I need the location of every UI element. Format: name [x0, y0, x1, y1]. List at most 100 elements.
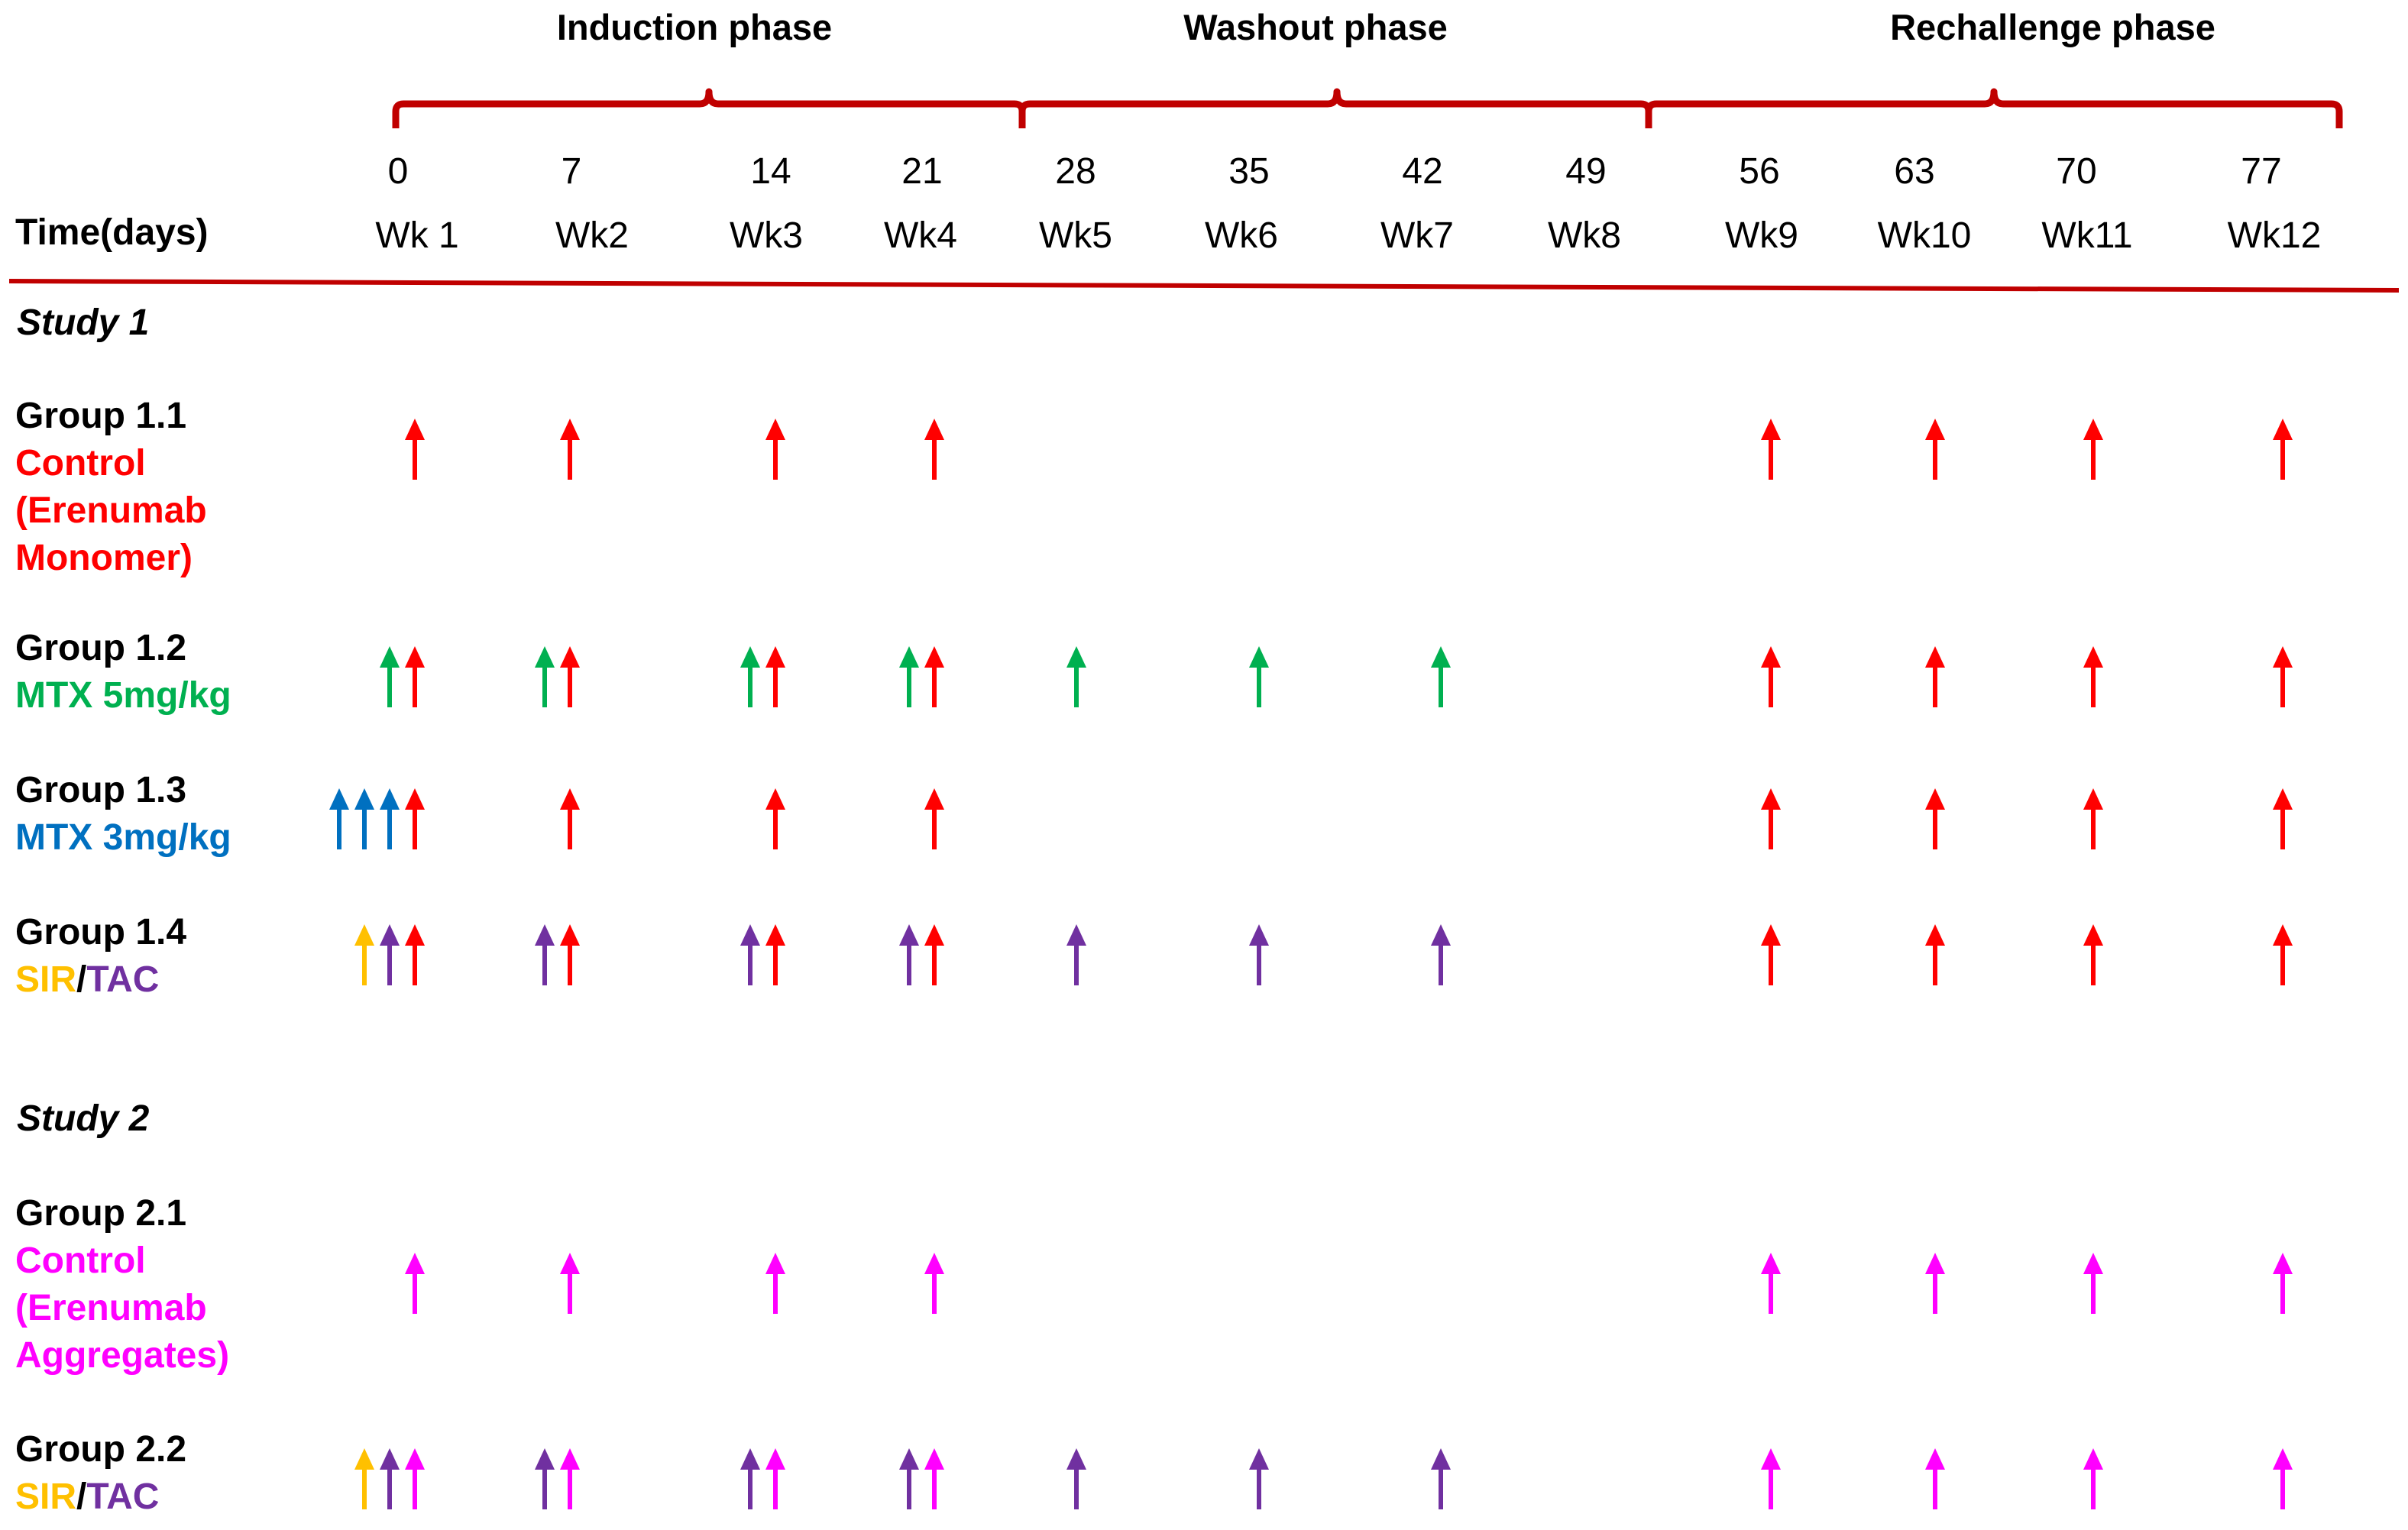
group-subtitle-part: (Erenumab — [15, 490, 207, 531]
dose-arrow — [560, 419, 580, 480]
group-subtitle: Aggregates) — [15, 1335, 229, 1376]
group-title: Group 2.1 — [15, 1193, 186, 1234]
dose-arrow — [405, 1448, 425, 1509]
week-tick-label: Wk11 — [2041, 215, 2132, 256]
dose-arrow — [405, 646, 425, 707]
dose-arrow — [765, 646, 785, 707]
group-subtitle-part: Control — [15, 443, 146, 484]
day-tick-label: 42 — [1402, 151, 1442, 192]
study-rows: Study 1 Group 1.1 Control (Erenumab Monomer)… — [15, 302, 2293, 1517]
day-tick-label: 70 — [2056, 151, 2096, 192]
dose-arrow — [1066, 646, 1086, 707]
group-subtitle-part: MTX 3mg/kg — [15, 817, 231, 858]
group-subtitle: Control — [15, 443, 146, 484]
group-title: Group 2.2 — [15, 1429, 186, 1470]
dose-arrow — [560, 1253, 580, 1314]
group-row: Group 2.2 SIR/TAC — [15, 1429, 2293, 1517]
dose-arrow — [2083, 924, 2103, 985]
dose-arrow — [380, 924, 400, 985]
week-tick-label: Wk7 — [1380, 215, 1454, 256]
study-label: Study 2 — [17, 1098, 150, 1139]
dose-arrow — [1761, 1253, 1781, 1314]
dose-arrow — [1925, 646, 1945, 707]
dose-arrow — [924, 646, 944, 707]
week-tick-label: Wk9 — [1725, 215, 1798, 256]
dose-arrow — [535, 1448, 555, 1509]
dose-arrow — [765, 924, 785, 985]
week-tick-label: Wk3 — [730, 215, 803, 256]
dose-arrow — [405, 924, 425, 985]
dose-arrow — [2273, 1448, 2293, 1509]
dose-arrow — [924, 788, 944, 849]
dose-arrow — [2273, 646, 2293, 707]
dose-arrow — [765, 1253, 785, 1314]
dose-arrow — [740, 924, 760, 985]
dose-arrow — [1431, 646, 1451, 707]
day-tick-label: 49 — [1565, 151, 1606, 192]
dose-arrow — [354, 924, 374, 985]
dose-arrow — [1925, 924, 1945, 985]
group-subtitle-part: SIR — [15, 1477, 76, 1517]
day-tick-label: 77 — [2241, 151, 2281, 192]
dose-arrow — [1925, 788, 1945, 849]
dose-arrow — [1761, 924, 1781, 985]
group-subtitle: (Erenumab — [15, 490, 207, 531]
dose-arrow — [380, 646, 400, 707]
dose-arrow — [1431, 1448, 1451, 1509]
week-tick-label: Wk 1 — [375, 215, 458, 256]
group-subtitle: (Erenumab — [15, 1288, 207, 1328]
group-subtitle-part: / — [76, 959, 86, 1000]
dose-arrow — [740, 646, 760, 707]
day-tick-label: 7 — [562, 151, 582, 192]
time-axis: 0 7 14 21 28 35 42 49 56 63 70 77 Wk 1 Wk2 Wk3 Wk4 Wk5 Wk… — [8, 151, 2400, 293]
dose-arrow — [1761, 646, 1781, 707]
week-tick-label: Wk5 — [1039, 215, 1112, 256]
dose-arrow — [1925, 1448, 1945, 1509]
group-row: Group 1.3 MTX 3mg/kg — [15, 770, 2293, 858]
dose-arrow — [1249, 646, 1269, 707]
dose-arrow — [765, 1448, 785, 1509]
dose-arrow — [1925, 419, 1945, 480]
week-tick-label: Wk10 — [1878, 215, 1972, 256]
dose-arrow — [924, 1448, 944, 1509]
group-title: Group 1.2 — [15, 628, 186, 668]
dose-arrow — [2273, 924, 2293, 985]
dose-arrow — [380, 1448, 400, 1509]
group-row: Group 1.4 SIR/TAC — [15, 912, 2293, 1000]
study-label: Study 1 — [17, 302, 149, 343]
dose-arrow — [2273, 419, 2293, 480]
dose-arrow — [765, 788, 785, 849]
dose-arrow — [2083, 646, 2103, 707]
group-title: Group 1.3 — [15, 770, 186, 810]
dose-arrow — [380, 788, 400, 849]
group-subtitle: MTX 3mg/kg — [15, 817, 231, 858]
group-subtitle-part: Monomer) — [15, 538, 193, 578]
group-subtitle: Monomer) — [15, 538, 193, 578]
dose-arrow — [560, 646, 580, 707]
dose-arrow — [2083, 419, 2103, 480]
dose-arrow — [560, 1448, 580, 1509]
group-subtitle: SIR/TAC — [15, 1477, 159, 1517]
day-tick-label: 28 — [1055, 151, 1096, 192]
dose-arrow — [1066, 924, 1086, 985]
group-subtitle-part: / — [76, 1477, 86, 1517]
bracket-rechallenge — [1645, 88, 2343, 128]
time-axis-label: Time(days) — [15, 212, 209, 253]
week-tick-label: Wk6 — [1205, 215, 1278, 256]
week-tick-label: Wk2 — [555, 215, 629, 256]
dose-arrow — [899, 1448, 919, 1509]
group-subtitle-part: TAC — [86, 959, 159, 1000]
study-block: Study 1 Group 1.1 Control (Erenumab Monomer)… — [15, 302, 2293, 1000]
week-tick-label: Wk4 — [884, 215, 957, 256]
study-block: Study 2 Group 2.1 Control (Erenumab Aggregat… — [15, 1098, 2293, 1517]
week-tick-label: Wk12 — [2228, 215, 2322, 256]
dose-arrow — [924, 419, 944, 480]
group-subtitle-part: Control — [15, 1240, 146, 1281]
dose-arrow — [354, 788, 374, 849]
group-subtitle-part: SIR — [15, 959, 76, 1000]
phase-labels: Induction phase Washout phase Rechallenge … — [557, 7, 2215, 47]
dose-arrow — [1249, 924, 1269, 985]
dose-arrow — [560, 788, 580, 849]
